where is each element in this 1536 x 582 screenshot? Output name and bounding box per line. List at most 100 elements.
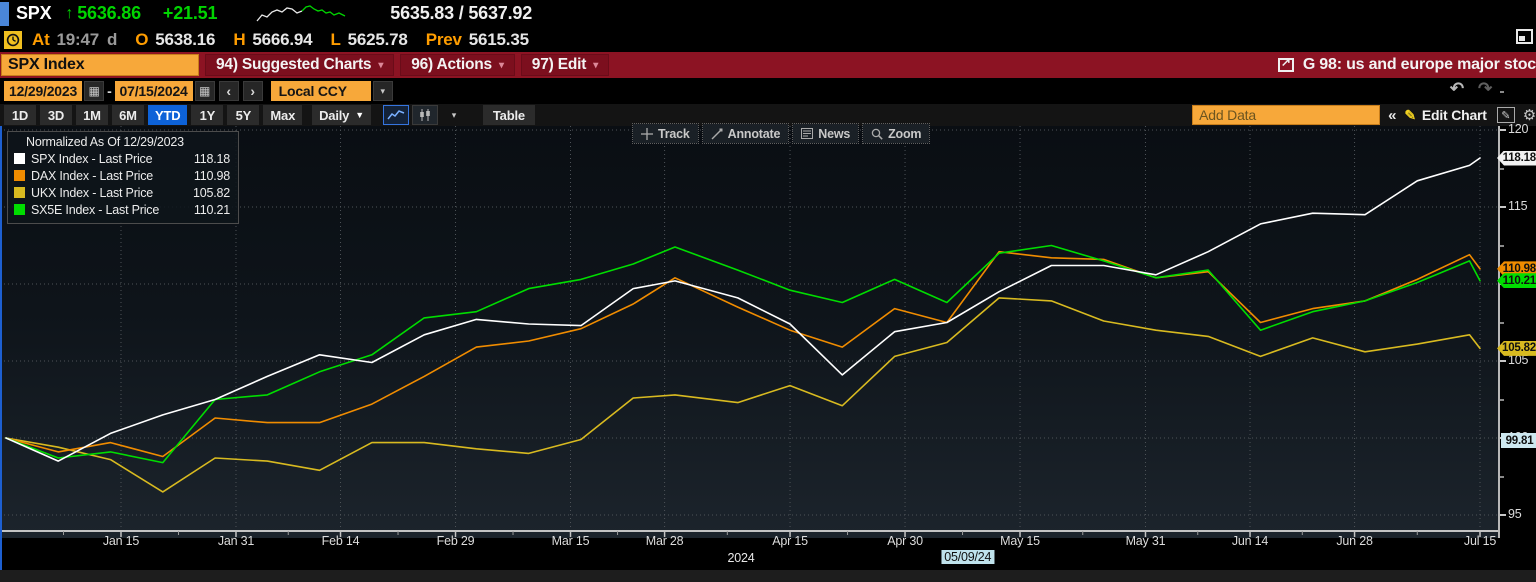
y-axis-tick (1500, 360, 1506, 362)
legend-swatch (14, 153, 25, 164)
period-button-1d[interactable]: 1D (4, 105, 36, 125)
gear-icon[interactable]: ⚙ (1522, 107, 1536, 124)
period-button-ytd[interactable]: YTD (148, 105, 188, 125)
line-chart-type-button[interactable] (382, 105, 409, 125)
legend-series-name: SX5E Index - Last Price (31, 202, 160, 217)
add-data-input[interactable]: Add Data (1192, 105, 1381, 125)
y-axis-minor-tick (1500, 321, 1504, 324)
price-change: +21.51 (162, 3, 218, 23)
x-axis-label: Jun 14 (1231, 534, 1269, 548)
legend-item: UKX Index - Last Price 105.82 (14, 184, 230, 201)
command-bar: SPX Index 94) Suggested Charts ▾ 96) Actio… (0, 52, 1536, 78)
menu-label: 97) Edit (531, 56, 587, 73)
delay-flag: d (107, 29, 118, 49)
period-button-max[interactable]: Max (263, 105, 303, 125)
y-axis-tick (1500, 129, 1506, 131)
chart-tools: Track Annotate News Zoom (632, 123, 931, 144)
legend-item: SPX Index - Last Price 118.18 (14, 150, 230, 167)
y-axis-tick (1500, 206, 1506, 208)
ask-price: 5637.92 (468, 3, 533, 23)
y-axis-tick (1500, 514, 1506, 516)
news-label: News (818, 126, 851, 141)
zoom-label: Zoom (888, 126, 922, 141)
period-button-6m[interactable]: 6M (112, 105, 144, 125)
security-input[interactable]: SPX Index (1, 54, 199, 76)
last-price: 5636.86 (77, 3, 141, 23)
redo-icon[interactable]: ↷ (1477, 79, 1492, 98)
x-axis-label: Jun 28 (1336, 534, 1373, 548)
axis-year-label: 2024 (727, 551, 755, 565)
annotate-button[interactable]: Annotate (701, 123, 790, 144)
undo-icon[interactable]: ↶ (1449, 79, 1464, 98)
y-axis-minor-tick (1500, 475, 1504, 478)
caret-down-icon: ▾ (380, 85, 385, 96)
collapse-button[interactable]: « (1388, 106, 1397, 124)
menu-button-edit[interactable]: 97) Edit ▾ (520, 54, 610, 76)
date-range-separator: - (107, 83, 112, 99)
x-axis-label: Jul 15 (1463, 534, 1497, 548)
currency-caret-button[interactable]: ▾ (372, 81, 393, 101)
bid-price: 5635.83 (390, 3, 454, 23)
frequency-value: Daily (319, 107, 350, 123)
caret-down-icon: ▾ (498, 59, 504, 71)
caret-down-icon: ▼ (355, 110, 364, 120)
prev-price: 5615.35 (468, 29, 529, 49)
menu-button-suggested-charts[interactable]: 94) Suggested Charts ▾ (205, 54, 395, 76)
y-axis-minor-tick (1500, 244, 1504, 247)
table-button[interactable]: Table (482, 105, 535, 125)
high-price: 5666.94 (252, 29, 313, 49)
pencil-icon: ✎ (1404, 106, 1416, 123)
annotate-label: Annotate (727, 126, 781, 141)
period-button-3d[interactable]: 3D (40, 105, 72, 125)
calendar-icon[interactable]: ▦ (84, 81, 105, 101)
range-back-button[interactable]: ‹ (218, 81, 239, 101)
chart-left-edge (0, 126, 2, 570)
last-price-badge: 118.18 (1497, 150, 1536, 166)
chart-title: G 98: us and europe major stoc (1302, 56, 1536, 73)
legend-series-name: DAX Index - Last Price (31, 168, 154, 183)
start-date-input[interactable]: 12/29/2023 (4, 81, 83, 101)
panel-number-marker (0, 1, 9, 26)
zoom-button[interactable]: Zoom (862, 123, 931, 144)
chart-plot-area[interactable] (0, 126, 1498, 538)
x-axis-label: Apr 15 (772, 534, 808, 548)
menu-button-actions[interactable]: 96) Actions ▾ (400, 54, 515, 76)
price-axis[interactable]: 95100105110115120118.18110.98110.21105.8… (1497, 90, 1536, 538)
low-price: 5625.78 (347, 29, 408, 49)
bid-ask-quote: 5635.83 / 5637.92 (390, 3, 532, 24)
track-button[interactable]: Track (632, 123, 699, 144)
open-chart-icon[interactable] (1277, 55, 1294, 72)
y-axis-minor-tick (1500, 90, 1504, 93)
legend-series-value: 105.82 (192, 185, 230, 200)
ticker-symbol: SPX (16, 3, 52, 23)
calendar-icon[interactable]: ▦ (194, 81, 215, 101)
chart-type-caret-button[interactable]: ▾ (441, 105, 467, 125)
line-chart-icon (387, 110, 405, 120)
candle-chart-type-button[interactable] (411, 105, 438, 125)
end-date-input[interactable]: 07/15/2024 (114, 81, 193, 101)
range-forward-button[interactable]: › (242, 81, 263, 101)
x-axis-label: Jan 31 (217, 534, 255, 548)
x-axis-label: May 31 (1125, 534, 1166, 548)
edit-chart-button[interactable]: ✎ Edit Chart (1404, 106, 1487, 124)
legend-swatch (14, 170, 25, 181)
chart-toolbar: 1D 3D 1M 6M YTD 1Y 5Y Max Daily ▼ ▾ Table (0, 104, 1536, 126)
low-label: L (330, 29, 341, 49)
currency-select[interactable]: Local CCY (270, 81, 371, 101)
news-button[interactable]: News (792, 123, 860, 144)
period-button-5y[interactable]: 5Y (227, 105, 260, 125)
chart-legend: Normalized As Of 12/29/2023 SPX Index - … (7, 131, 239, 224)
period-button-1y[interactable]: 1Y (191, 105, 224, 125)
legend-series-name: UKX Index - Last Price (31, 185, 154, 200)
legend-series-name: SPX Index - Last Price (31, 151, 153, 166)
caret-down-icon: ▾ (378, 59, 384, 71)
up-arrow-icon: ↑ (65, 4, 74, 22)
popout-icon[interactable] (1516, 29, 1533, 44)
period-button-1m[interactable]: 1M (76, 105, 108, 125)
edit-note-icon[interactable]: ✎ (1496, 107, 1515, 123)
frequency-select[interactable]: Daily ▼ (312, 105, 371, 125)
intraday-sparkline (256, 4, 346, 21)
candlestick-icon (420, 109, 430, 121)
price-chart[interactable] (0, 126, 1498, 538)
